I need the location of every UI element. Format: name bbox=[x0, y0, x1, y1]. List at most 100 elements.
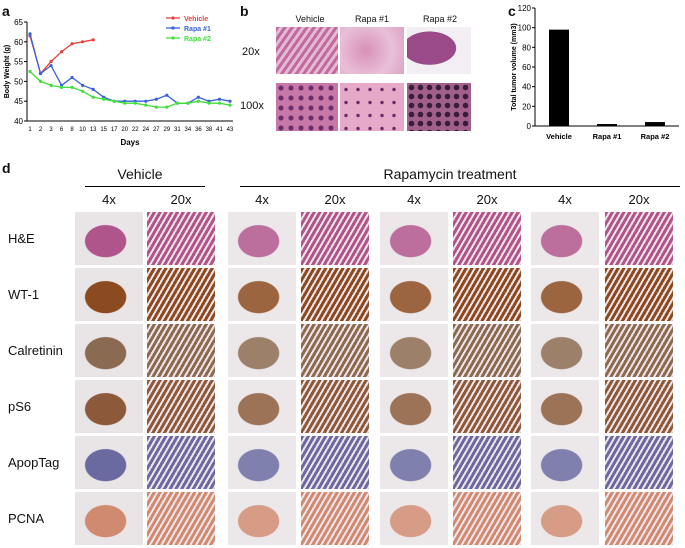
a-data-point bbox=[91, 95, 95, 99]
d-tissue-image bbox=[75, 380, 143, 433]
d-tissue-image bbox=[301, 436, 369, 489]
d-tissue-image bbox=[531, 492, 599, 545]
b-image-vehicle-100x bbox=[276, 83, 338, 131]
d-tissue-image bbox=[228, 268, 296, 321]
panel-label-c: c bbox=[508, 3, 516, 19]
a-data-point bbox=[49, 60, 53, 64]
d-tissue-image bbox=[147, 268, 215, 321]
a-data-point bbox=[81, 83, 85, 87]
tumor-volume-chart: 0 20 40 60 80 100 120 Total tumor volume (mm3) V… bbox=[511, 4, 679, 141]
d-tissue-image bbox=[531, 268, 599, 321]
a-y-tick-label: 45 bbox=[14, 97, 23, 106]
a-data-point bbox=[228, 103, 232, 107]
d-tissue-image bbox=[147, 212, 215, 265]
a-data-point bbox=[81, 89, 85, 93]
d-group-rapa: Rapamycin treatment bbox=[383, 166, 517, 182]
d-tissue-image bbox=[301, 212, 369, 265]
a-data-point bbox=[217, 97, 222, 101]
d-tissue-image bbox=[147, 492, 215, 545]
a-x-tick-label: 43 bbox=[227, 127, 234, 133]
a-data-point bbox=[207, 101, 211, 105]
d-mag-label: 20x bbox=[324, 192, 346, 207]
d-stain-label: WT-1 bbox=[8, 287, 40, 302]
c-y-tick-label: 100 bbox=[518, 24, 532, 33]
a-x-tick-label: 3 bbox=[49, 127, 53, 133]
a-y-tick-label: 65 bbox=[14, 18, 23, 27]
a-data-point bbox=[123, 101, 127, 105]
c-y-tick-label: 20 bbox=[522, 102, 531, 111]
c-y-tick-label: 40 bbox=[522, 83, 531, 92]
c-y-tick-label: 0 bbox=[527, 122, 532, 131]
d-group-vehicle: Vehicle bbox=[117, 166, 163, 182]
a-x-tick-label: 38 bbox=[206, 127, 213, 133]
c-bar bbox=[645, 122, 665, 126]
a-data-point bbox=[91, 38, 95, 42]
a-x-tick-label: 2 bbox=[39, 127, 43, 133]
d-tissue-image bbox=[147, 436, 215, 489]
a-data-point bbox=[102, 97, 106, 101]
a-x-tick-label: 31 bbox=[174, 127, 181, 133]
a-legend-entry: Vehicle bbox=[184, 16, 208, 23]
a-data-point bbox=[112, 99, 116, 103]
d-tissue-image bbox=[453, 380, 521, 433]
a-data-point bbox=[28, 69, 32, 74]
b-image-rapa2-20x bbox=[407, 27, 471, 74]
d-tissue-image bbox=[605, 324, 673, 377]
d-group-vehicle-rule bbox=[85, 186, 205, 187]
a-data-point bbox=[59, 85, 64, 89]
a-x-tick-label: 20 bbox=[121, 127, 128, 133]
a-x-tick-label: 15 bbox=[100, 127, 107, 133]
d-mag-label: 20x bbox=[170, 192, 192, 207]
d-tissue-image bbox=[147, 324, 215, 377]
d-tissue-image bbox=[75, 492, 143, 545]
d-tissue-image bbox=[531, 380, 599, 433]
a-data-point bbox=[38, 71, 43, 76]
c-bar bbox=[597, 124, 617, 126]
a-x-tick-label: 13 bbox=[90, 127, 97, 133]
a-data-point bbox=[81, 40, 85, 44]
d-group-rapa-rule bbox=[240, 186, 680, 187]
d-tissue-image bbox=[228, 324, 296, 377]
c-x-tick-label: Vehicle bbox=[546, 132, 572, 141]
d-tissue-image bbox=[380, 492, 448, 545]
a-data-point bbox=[228, 99, 232, 103]
d-tissue-image bbox=[301, 492, 369, 545]
a-x-tick-label: 41 bbox=[216, 127, 223, 133]
d-mag-label: 20x bbox=[476, 192, 498, 207]
c-y-tick-label: 120 bbox=[518, 4, 532, 13]
a-data-point bbox=[70, 42, 74, 46]
c-x-tick-label: Rapa #1 bbox=[593, 132, 622, 141]
d-tissue-image bbox=[605, 436, 673, 489]
a-series-line-2 bbox=[29, 71, 231, 108]
d-tissue-image bbox=[453, 492, 521, 545]
d-mag-label: 20x bbox=[628, 192, 650, 207]
d-tissue-image bbox=[605, 380, 673, 433]
c-y-tick-label: 80 bbox=[522, 43, 531, 52]
a-data-point bbox=[144, 103, 148, 107]
a-series-line-1 bbox=[29, 33, 231, 104]
a-y-axis-label: Body Weight (g) bbox=[4, 45, 11, 99]
a-y-tick-label: 60 bbox=[14, 38, 23, 47]
d-tissue-image bbox=[75, 268, 143, 321]
d-tissue-image bbox=[228, 492, 296, 545]
a-data-point bbox=[59, 50, 64, 54]
d-tissue-image bbox=[75, 212, 143, 265]
b-row-20x: 20x bbox=[242, 46, 260, 58]
d-stain-label: PCNA bbox=[8, 511, 45, 526]
panel-label-b: b bbox=[240, 3, 249, 19]
a-data-point bbox=[28, 32, 32, 36]
a-x-tick-label: 10 bbox=[79, 127, 86, 133]
a-data-point bbox=[70, 85, 74, 89]
d-tissue-image bbox=[75, 324, 143, 377]
c-y-axis-label: Total tumor volume (mm3) bbox=[511, 23, 518, 110]
a-data-point bbox=[154, 97, 158, 101]
d-tissue-image bbox=[453, 212, 521, 265]
c-x-tick-label: Rapa #2 bbox=[641, 132, 670, 141]
d-tissue-image bbox=[531, 324, 599, 377]
d-tissue-image bbox=[228, 380, 296, 433]
d-mag-label: 4x bbox=[255, 192, 269, 207]
d-tissue-image bbox=[605, 212, 673, 265]
d-tissue-image bbox=[380, 212, 448, 265]
panel-b-histology: Vehicle Rapa #1 Rapa #2 20x 100x bbox=[240, 0, 505, 160]
